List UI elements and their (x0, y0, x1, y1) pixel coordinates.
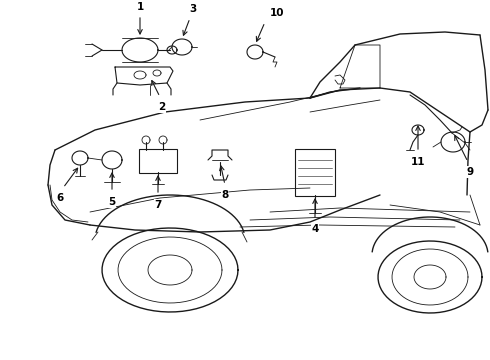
Text: 5: 5 (108, 197, 116, 207)
Text: 9: 9 (466, 167, 473, 177)
Text: 2: 2 (158, 102, 166, 112)
Text: 11: 11 (411, 157, 425, 167)
FancyBboxPatch shape (295, 148, 335, 195)
Text: 6: 6 (56, 193, 64, 203)
Text: 4: 4 (311, 224, 318, 234)
Text: 3: 3 (189, 4, 196, 14)
FancyBboxPatch shape (139, 149, 177, 173)
Text: 7: 7 (154, 200, 162, 210)
Text: 1: 1 (136, 2, 144, 12)
Text: 10: 10 (270, 8, 285, 18)
Text: 8: 8 (221, 190, 229, 200)
